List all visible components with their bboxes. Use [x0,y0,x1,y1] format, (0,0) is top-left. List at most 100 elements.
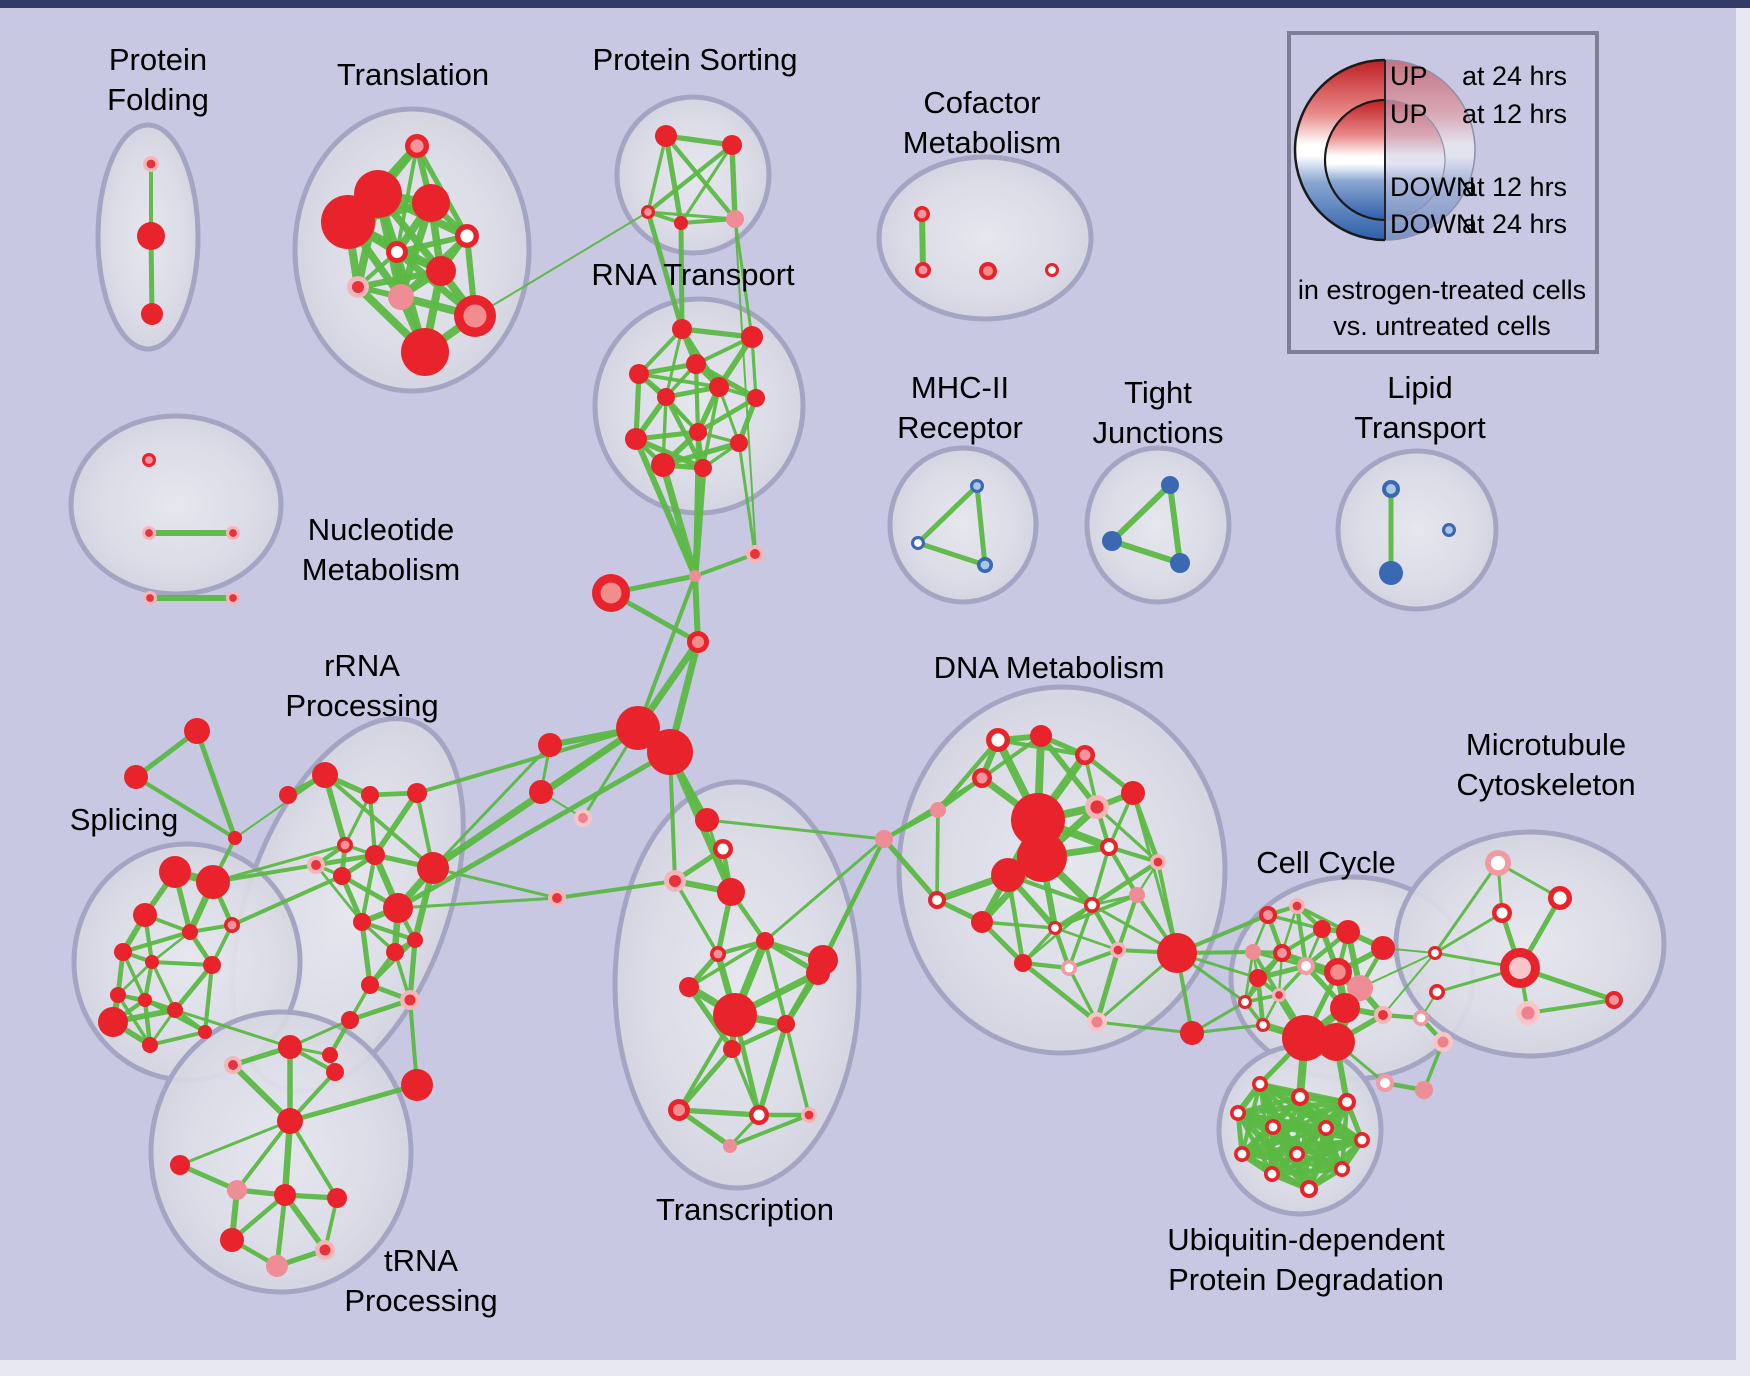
network-edge [1359,952,1436,989]
network-edge [1239,1151,1345,1172]
network-node [412,184,450,222]
network-node [1297,957,1315,975]
network-node [979,262,997,280]
legend-caption: in estrogen-treated cells [1298,275,1586,305]
network-edge [1089,859,1161,908]
network-node [722,135,742,155]
network-node [741,326,763,348]
network-edge [734,218,757,555]
network-edge [692,573,701,645]
network-node [756,932,774,950]
network-node [279,786,297,804]
network-edge [1067,966,1099,1024]
network-node [407,932,423,948]
network-node [730,434,748,452]
network-node [361,786,379,804]
network-edge [415,726,640,795]
network-node [875,830,893,848]
cluster-label-mhc-ii-receptor: Receptor [897,410,1023,445]
network-node [278,1035,302,1059]
network-node [1264,1166,1280,1182]
legend-caption: vs. untreated cells [1333,311,1551,341]
network-node [1048,921,1062,935]
network-node [1324,958,1352,986]
network-node [538,733,562,757]
network-node [383,893,413,923]
network-edge [1131,791,1179,955]
cluster-label-protein-sorting: Protein Sorting [592,42,797,77]
network-edge [230,1062,293,1124]
network-edge [676,1107,762,1118]
cluster-label-rrna-processing: Processing [285,688,438,723]
network-node [746,545,764,563]
network-node [142,526,156,540]
network-node [1157,933,1197,973]
network-edge [211,863,318,884]
network-nodes [98,125,1623,1277]
cluster-label-protein-folding: Protein [109,42,207,77]
network-node [1354,1132,1370,1148]
network-node [1413,1010,1429,1026]
network-edge [274,1192,288,1269]
network-edge [1020,960,1100,1025]
network-edge [211,843,347,884]
network-node [224,1056,242,1074]
network-node [686,354,706,374]
network-node [167,1002,183,1018]
network-node [1500,948,1540,988]
network-node [1256,1018,1270,1032]
network-node [1234,1146,1250,1162]
network-edge [663,133,684,226]
cluster-label-cofactor-metabolism: Metabolism [903,125,1062,160]
network-node [1318,1120,1334,1136]
network-edge [784,1022,811,1117]
network-node [911,536,925,550]
network-node [196,865,230,899]
network-node [138,993,152,1007]
cluster-label-microtubule-cytoskeleton: Cytoskeleton [1456,767,1635,802]
network-edge [980,734,1043,780]
network-node [353,913,371,931]
network-node [141,303,163,325]
network-node [655,125,677,147]
network-node [971,911,993,933]
cluster-label-splicing: Splicing [70,802,179,837]
network-node [647,729,693,775]
network-node [455,224,479,248]
network-edge [1526,998,1616,1015]
network-node [170,1155,190,1175]
network-node [142,453,156,467]
network-node [1492,903,1512,923]
cluster-label-trna-processing: Processing [344,1283,497,1318]
network-edge [693,361,701,435]
network-node [1415,1081,1433,1099]
network-node [574,809,592,827]
network-node [1061,960,1077,976]
network-edge [555,879,677,900]
network-edge [150,960,177,1012]
network-node [914,206,930,222]
cluster-label-trna-processing: tRNA [384,1243,458,1278]
network-node [672,319,692,339]
network-node [322,1047,338,1063]
network-edge [288,1119,339,1200]
network-node [401,1069,433,1101]
network-node [723,1040,741,1058]
network-edge [173,1008,292,1049]
network-edge [693,552,757,578]
network-edge [678,220,685,332]
network-node [808,945,838,975]
network-node [1230,1105,1246,1121]
network-node [454,295,496,337]
network-node [124,765,148,789]
network-edge [1066,947,1121,971]
network-node [710,946,726,962]
network-node [1379,561,1403,585]
network-node [679,977,699,997]
network-node [98,1007,128,1037]
network-node [1238,995,1252,1009]
network-node [1347,975,1373,1001]
network-edge [172,962,215,1013]
network-node [1336,920,1360,944]
